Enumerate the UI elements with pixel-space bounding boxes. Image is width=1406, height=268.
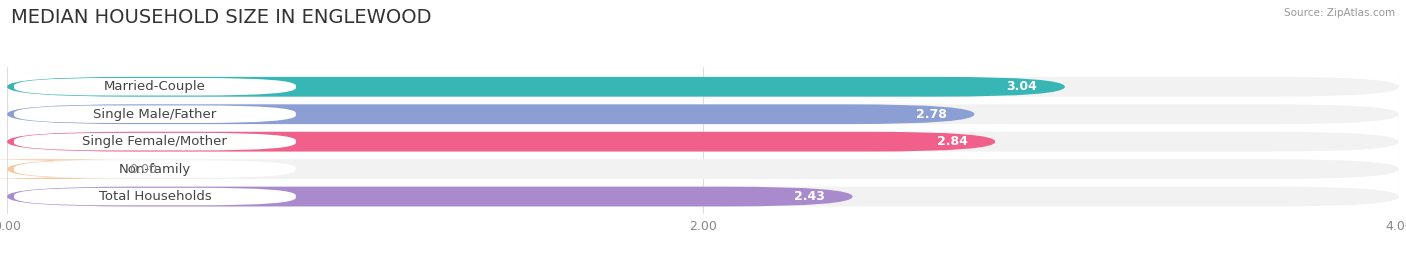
Text: Total Households: Total Households: [98, 190, 211, 203]
FancyBboxPatch shape: [14, 188, 295, 205]
FancyBboxPatch shape: [14, 133, 295, 150]
Text: Single Male/Father: Single Male/Father: [93, 108, 217, 121]
FancyBboxPatch shape: [14, 105, 295, 123]
Text: Source: ZipAtlas.com: Source: ZipAtlas.com: [1284, 8, 1395, 18]
FancyBboxPatch shape: [14, 78, 295, 96]
Text: 0.00: 0.00: [129, 163, 157, 176]
Text: Married-Couple: Married-Couple: [104, 80, 205, 93]
FancyBboxPatch shape: [7, 132, 995, 151]
FancyBboxPatch shape: [7, 132, 1399, 151]
Text: Single Female/Mother: Single Female/Mother: [83, 135, 228, 148]
FancyBboxPatch shape: [7, 104, 1399, 124]
Text: MEDIAN HOUSEHOLD SIZE IN ENGLEWOOD: MEDIAN HOUSEHOLD SIZE IN ENGLEWOOD: [11, 8, 432, 27]
FancyBboxPatch shape: [7, 77, 1399, 97]
FancyBboxPatch shape: [14, 160, 295, 178]
Text: 2.78: 2.78: [915, 108, 946, 121]
Text: 3.04: 3.04: [1007, 80, 1038, 93]
FancyBboxPatch shape: [7, 187, 1399, 206]
Text: 2.43: 2.43: [794, 190, 825, 203]
Text: 2.84: 2.84: [936, 135, 967, 148]
FancyBboxPatch shape: [7, 159, 1399, 179]
FancyBboxPatch shape: [7, 104, 974, 124]
FancyBboxPatch shape: [0, 159, 132, 179]
Text: Non-family: Non-family: [118, 163, 191, 176]
FancyBboxPatch shape: [7, 187, 852, 206]
FancyBboxPatch shape: [7, 77, 1064, 97]
